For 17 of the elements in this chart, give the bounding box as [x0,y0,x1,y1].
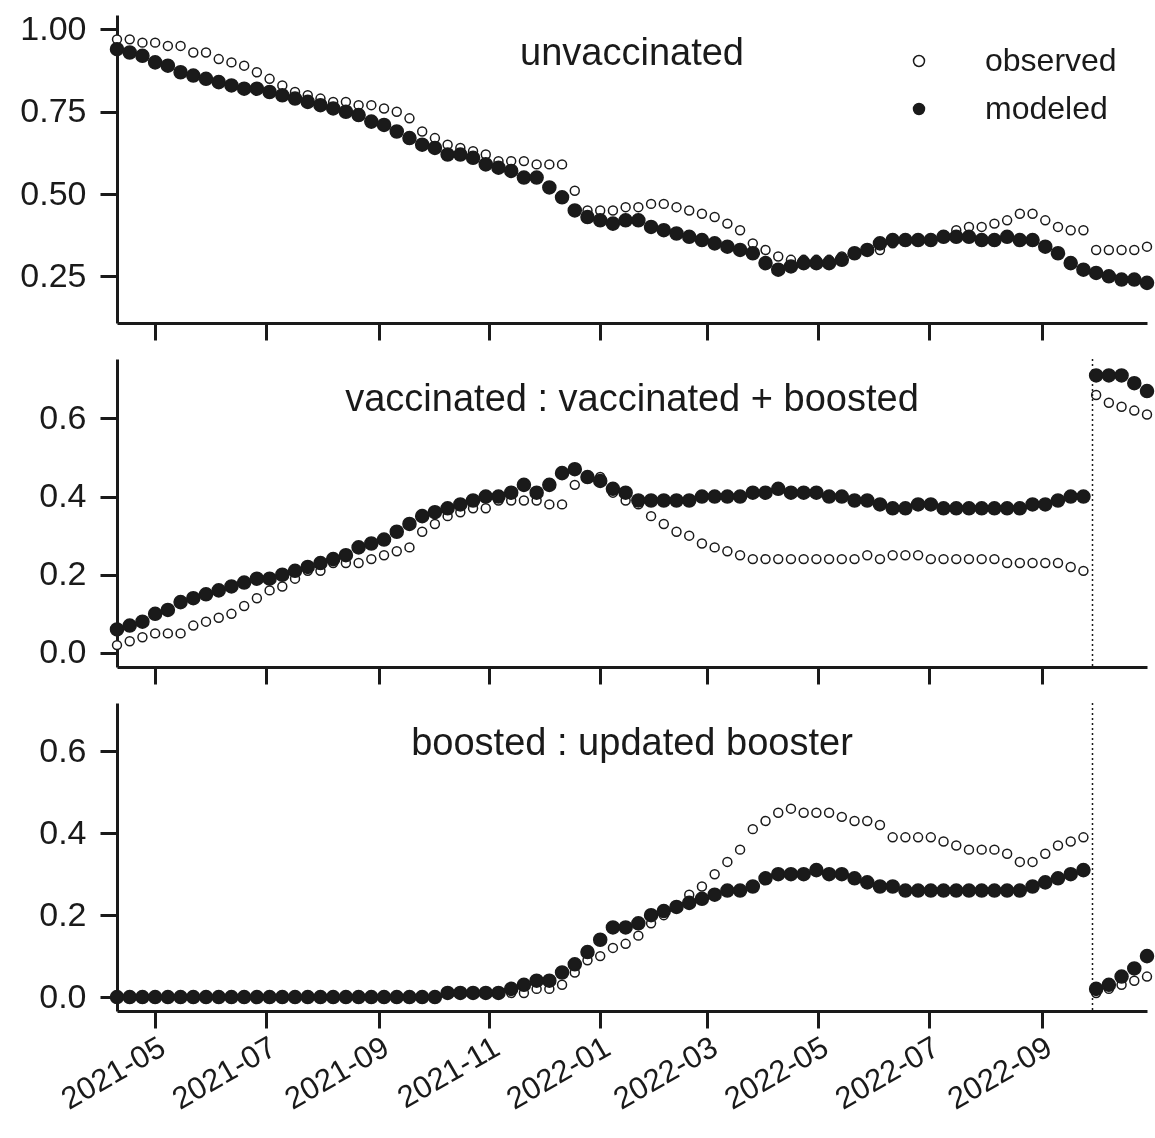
y-tick-label: 0.75 [20,91,87,130]
y-tick-label: 0.4 [39,812,87,851]
y-tick-label: 1.00 [20,8,87,47]
y-tick-label: 0.50 [20,173,87,212]
legend-label: observed [985,42,1117,78]
y-tick-label: 0.0 [39,976,87,1015]
y-tick-label: 0.2 [39,554,87,593]
y-tick-label: 0.6 [39,730,87,769]
y-tick-label: 0.6 [39,397,87,436]
y-tick-label: 0.0 [39,632,87,671]
y-tick-label: 0.25 [20,255,87,294]
text: vaccinated : vaccinated + boosted [345,377,919,420]
legend-label: modeled [985,90,1108,126]
text: boosted : updated booster [411,721,854,764]
y-tick-label: 0.2 [39,894,87,933]
chart-title: unvaccinated [520,31,744,74]
y-tick-label: 0.4 [39,476,87,515]
